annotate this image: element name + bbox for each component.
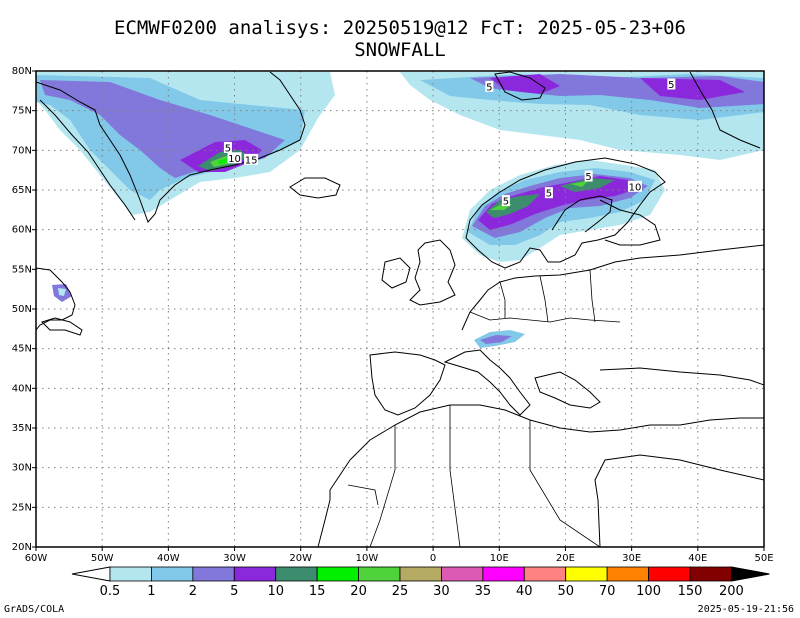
lat-label: 45N <box>12 344 32 355</box>
colorbar-swatch <box>358 566 401 582</box>
coastlines <box>36 71 764 547</box>
generation-timestamp: 2025-05-19-21:56 <box>697 604 794 615</box>
contour-label-bg <box>244 153 259 165</box>
latitude-labels: 80N 75N 70N 65N 60N 55N 50N 45N 40N 35N 30N 25N 20N <box>12 66 36 553</box>
colorbar-label: 20 <box>350 584 367 599</box>
lat-lon-grid <box>36 71 764 547</box>
colorbar-label: 5 <box>230 584 238 599</box>
lon-label: 20W <box>289 553 312 564</box>
contour-label: 10 <box>228 154 241 165</box>
colorbar-label: 25 <box>392 584 409 599</box>
colorbar-swatch <box>192 566 235 582</box>
colorbar-swatch <box>275 566 318 582</box>
colorbar-swatch <box>109 566 152 582</box>
colorbar-label: 100 <box>636 584 661 599</box>
lon-label: 10E <box>490 553 509 564</box>
colorbar-label: 1 <box>147 584 155 599</box>
lon-label: 40E <box>688 553 707 564</box>
contour-label: 15 <box>245 155 258 166</box>
contour-label: 5 <box>546 189 552 200</box>
colorbar-label: 30 <box>433 584 450 599</box>
lat-label: 80N <box>12 66 32 77</box>
map-subtitle: SNOWFALL <box>354 39 446 61</box>
lon-label: 40W <box>157 553 180 564</box>
lat-label: 35N <box>12 423 32 434</box>
contour-label: 5 <box>668 80 674 91</box>
lon-label: 60W <box>25 553 48 564</box>
contour-label-bg <box>544 187 553 199</box>
colorbar-swatch <box>482 566 525 582</box>
colorbar-label: 50 <box>557 584 574 599</box>
lon-label: 0 <box>430 553 436 564</box>
colorbar-swatch <box>689 566 732 582</box>
colorbar-label: 2 <box>189 584 197 599</box>
longitude-labels: 60W 50W 40W 30W 20W 10W 0 10E 20E 30E 40E 50E <box>25 547 774 564</box>
contour-label: 5 <box>503 197 509 208</box>
colorbar-swatch <box>523 566 567 582</box>
contour-label-bg <box>584 170 593 182</box>
colorbar-arrow-high <box>730 566 770 582</box>
colorbar-swatch <box>399 566 442 582</box>
lon-label: 10W <box>356 553 379 564</box>
colorbar-swatch <box>565 566 608 582</box>
colorbar-arrow-low <box>71 566 111 582</box>
contour-label-bg <box>627 180 642 192</box>
colorbar: 0.5 1 2 5 10 15 20 25 30 35 40 50 70 100 150 200 <box>71 566 770 599</box>
snowfall-shading <box>36 72 764 348</box>
colorbar-swatch <box>648 566 691 582</box>
colorbar-swatch <box>316 566 359 582</box>
lon-label: 30E <box>622 553 641 564</box>
colorbar-label: 10 <box>267 584 284 599</box>
colorbar-swatch <box>151 566 194 582</box>
colorbar-label: 70 <box>599 584 616 599</box>
map-title: ECMWF0200 analisys: 20250519@12 FcT: 202… <box>114 17 686 39</box>
lat-label: 25N <box>12 502 32 513</box>
lon-label: 50W <box>91 553 114 564</box>
lat-label: 75N <box>12 106 32 117</box>
lat-label: 65N <box>12 185 32 196</box>
lat-label: 60N <box>12 225 32 236</box>
contour-label-bg <box>223 141 232 153</box>
contour-label-bg <box>667 78 676 90</box>
colorbar-label: 15 <box>309 584 326 599</box>
contour-label-bg <box>485 80 494 92</box>
colorbar-label: 0.5 <box>100 584 121 599</box>
lon-label: 20E <box>556 553 575 564</box>
contour-label-bg <box>227 152 242 164</box>
colorbar-label: 200 <box>719 584 744 599</box>
colorbar-swatch <box>441 566 484 582</box>
lat-label: 50N <box>12 304 32 315</box>
lat-label: 20N <box>12 542 32 553</box>
contour-label: 10 <box>629 182 642 193</box>
lon-label: 30W <box>223 553 246 564</box>
lon-label: 50E <box>754 553 773 564</box>
colorbar-swatch <box>233 566 277 582</box>
colorbar-label: 35 <box>475 584 492 599</box>
colorbar-label: 150 <box>678 584 703 599</box>
colorbar-label: 40 <box>516 584 533 599</box>
lat-label: 70N <box>12 145 32 156</box>
lat-label: 55N <box>12 264 32 275</box>
contour-label: 5 <box>486 82 492 93</box>
colorbar-swatch <box>606 566 649 582</box>
lat-label: 40N <box>12 383 32 394</box>
contour-label: 5 <box>225 143 231 154</box>
software-credit: GrADS/COLA <box>4 604 65 615</box>
contour-label: 5 <box>585 172 591 183</box>
lat-label: 30N <box>12 463 32 474</box>
contour-label-bg <box>501 195 510 207</box>
